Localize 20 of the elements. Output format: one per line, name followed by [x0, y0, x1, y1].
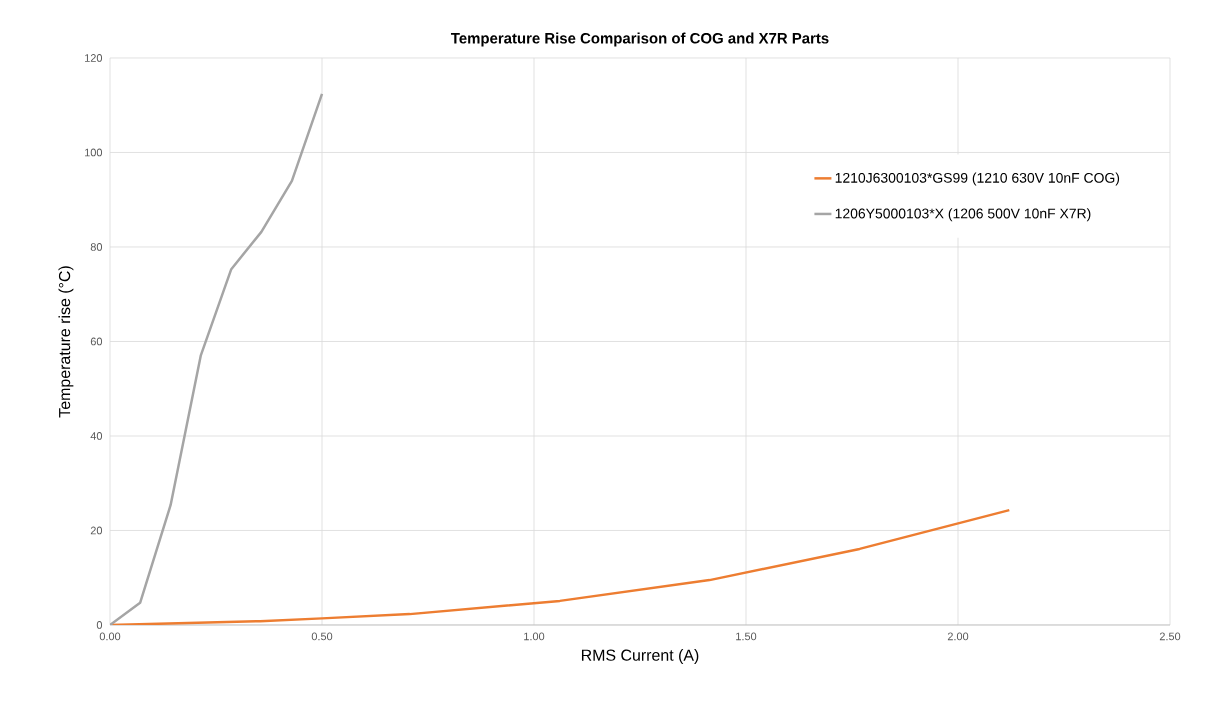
x-axis-title: RMS Current (A): [581, 649, 699, 664]
y-tick-label: 120: [85, 54, 103, 62]
x-tick-label: 0.50: [311, 632, 333, 641]
legend-label: 1210J6300103*GS99 (1210 630V 10nF COG): [835, 172, 1120, 186]
y-tick-label: 0: [96, 621, 103, 629]
x-tick-label: 2.50: [1159, 632, 1181, 641]
y-axis-title: Temperature rise (°C): [58, 266, 74, 418]
x-tick-label: 2.00: [947, 632, 969, 641]
y-tick-label: 40: [90, 432, 103, 440]
line-series: [110, 508, 1011, 625]
line-series: [110, 92, 324, 625]
y-tick-label: 100: [85, 148, 103, 157]
chart-title: Temperature Rise Comparison of COG and X7R Parts: [450, 32, 829, 47]
x-tick-label: 1.00: [524, 632, 545, 641]
x-tick-label: 1.50: [736, 632, 757, 641]
x-tick-label: 0.00: [99, 632, 121, 641]
legend-label: 1206Y5000103*X (1206 500V 10nF X7R): [835, 208, 1091, 222]
y-tick-label: 20: [90, 526, 103, 535]
y-tick-label: 60: [90, 337, 103, 346]
y-tick-label: 80: [90, 243, 103, 251]
